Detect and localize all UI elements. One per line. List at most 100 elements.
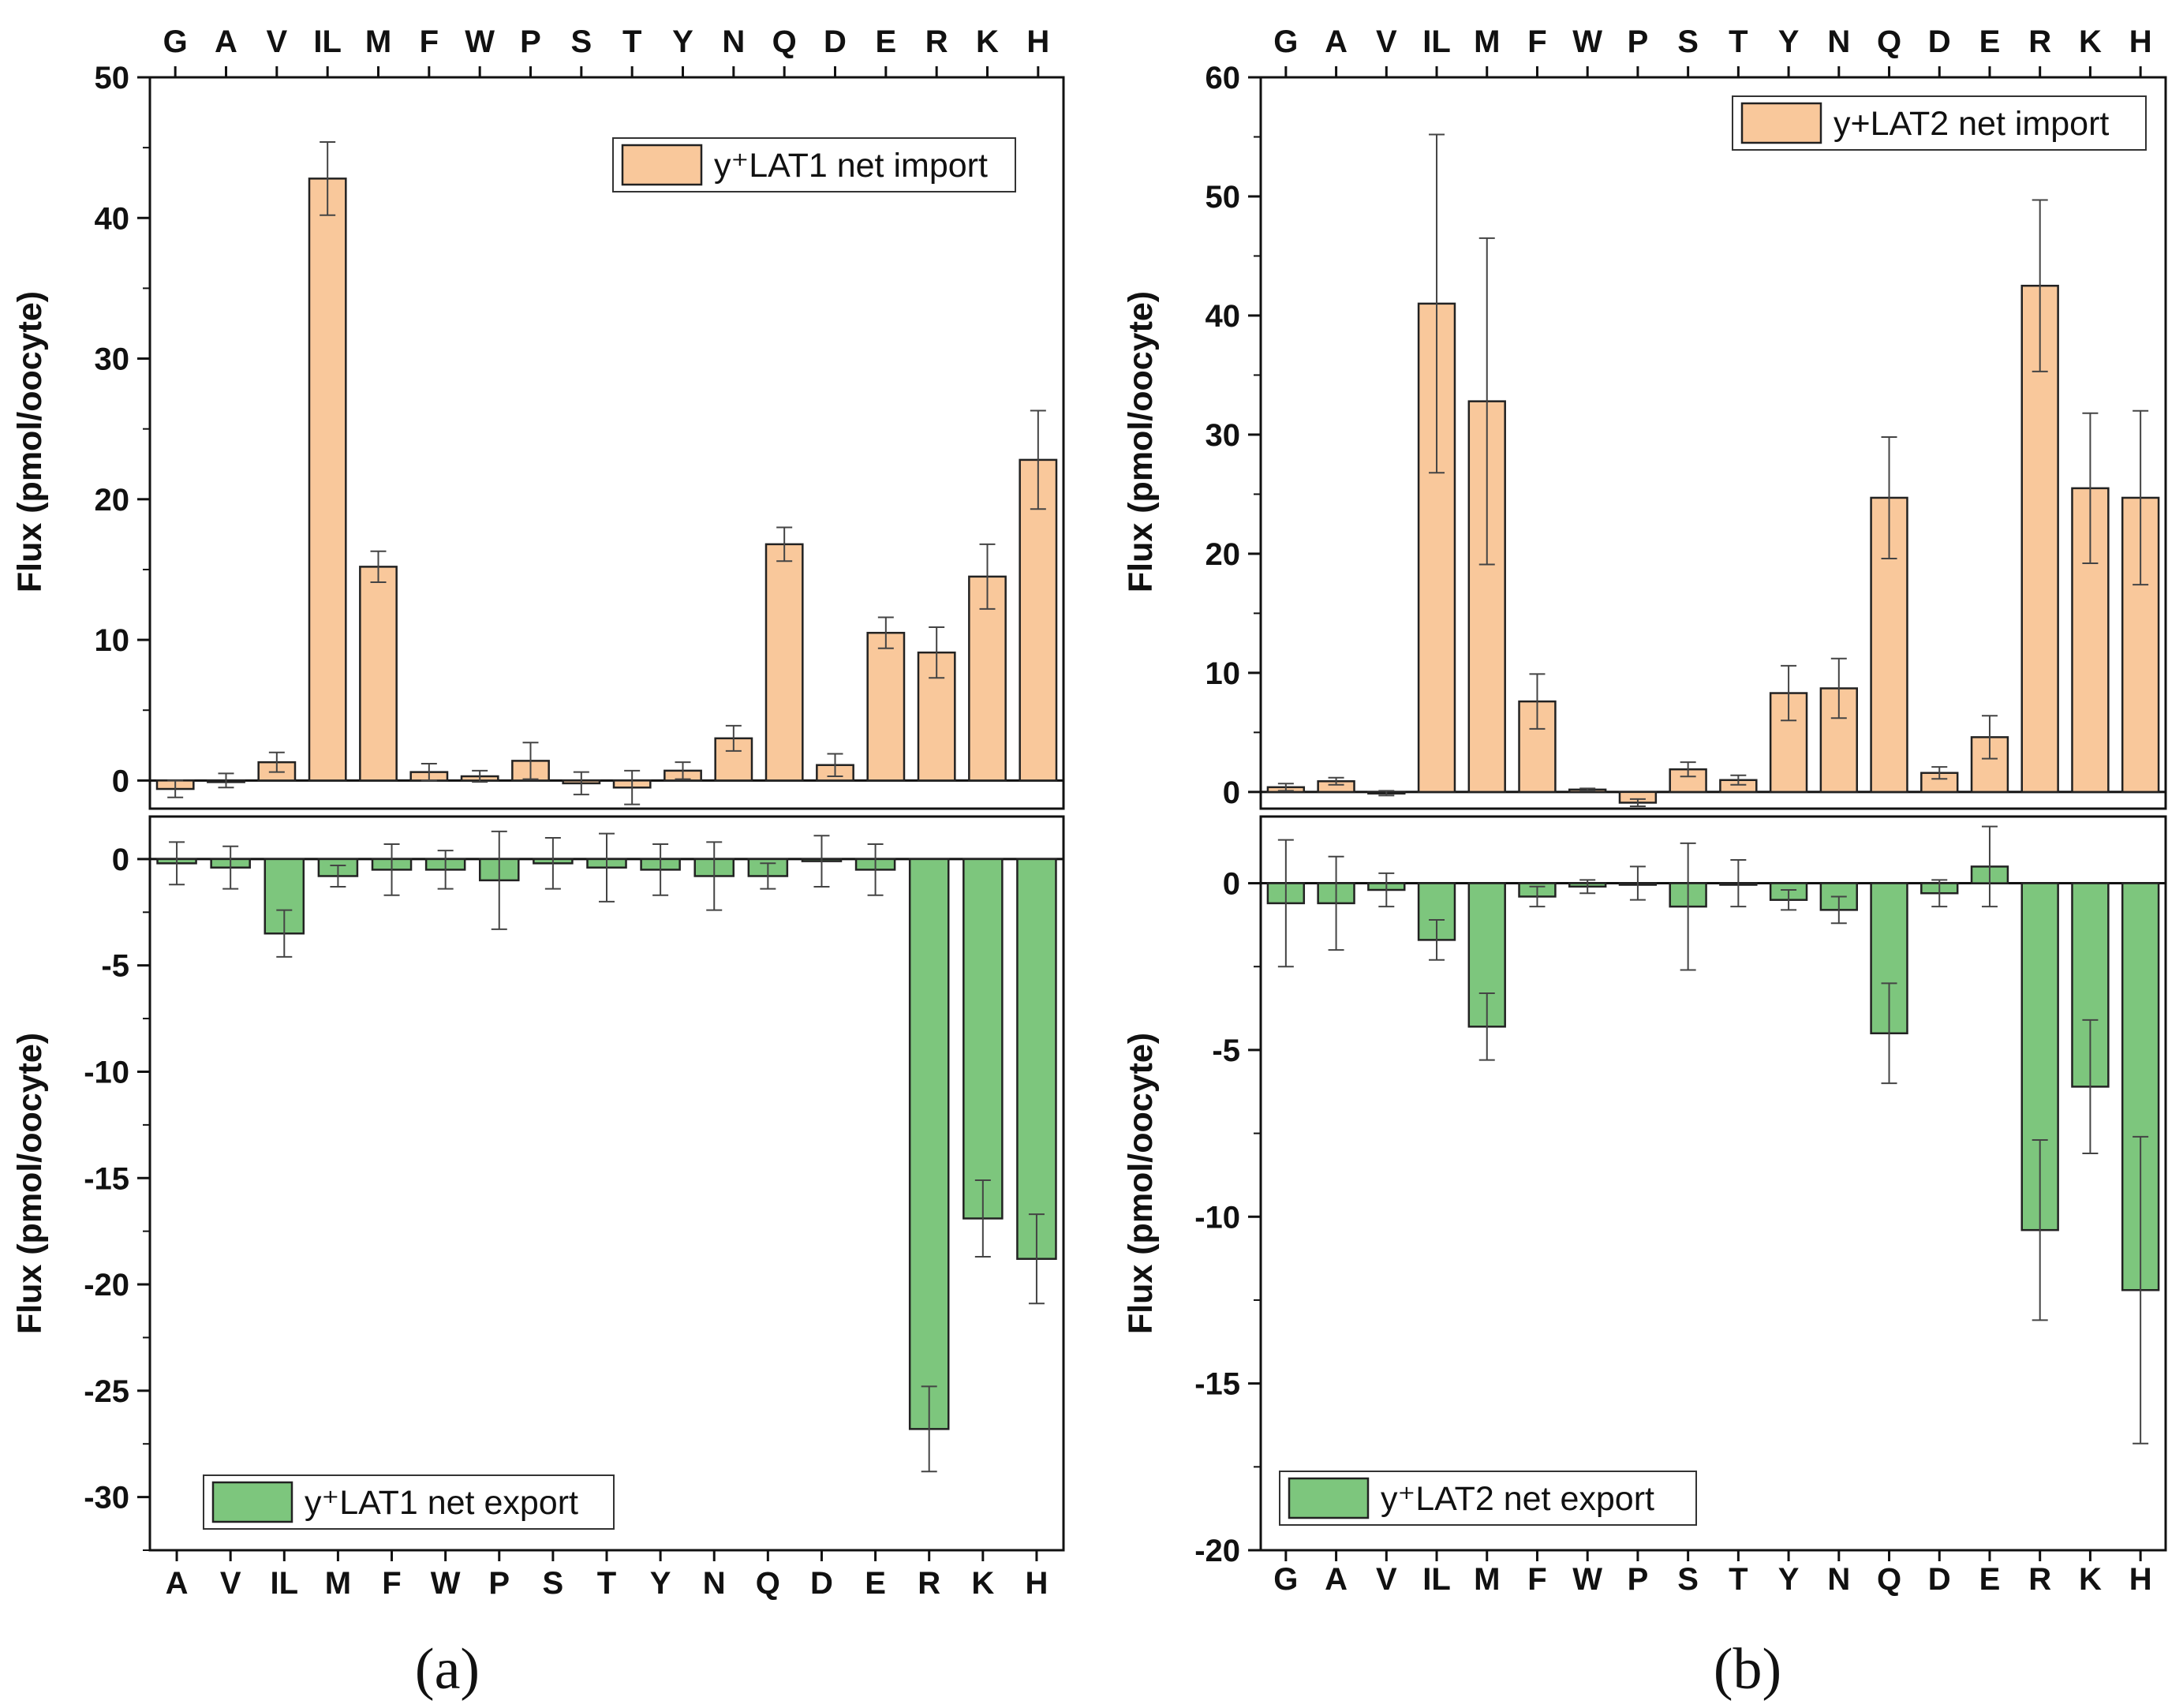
y-tick-label: -20	[1194, 1534, 1240, 1568]
chart-a-import: 0 10 20 30 40 50 Flux (pmol/oocyte) G A V IL M F W P S T…	[11, 24, 1065, 810]
x-tick-label: A	[215, 24, 237, 59]
legend-b-import: y+LAT2 net import	[1732, 95, 2147, 151]
y-tick-label: 0	[1223, 867, 1240, 902]
bar-e	[866, 631, 906, 782]
x-tick-label: M	[1474, 24, 1500, 59]
bar-h	[1016, 858, 1057, 1260]
x-tick-label: N	[1827, 1562, 1850, 1597]
legend-swatch	[1288, 1477, 1370, 1519]
x-tick-label: Q	[772, 24, 797, 59]
x-tick-label: G	[163, 24, 188, 59]
x-tick-label: A	[166, 1566, 189, 1601]
bar-k	[968, 575, 1007, 782]
x-tick-label: D	[824, 24, 847, 59]
bar-h	[1019, 458, 1058, 782]
legend-a-import: y⁺LAT1 net import	[612, 137, 1016, 192]
x-tick-label: W	[465, 24, 495, 59]
x-tick-label: F	[420, 24, 439, 59]
y-tick-label: 30	[1206, 418, 1241, 453]
x-tick-label: T	[1729, 1562, 1748, 1597]
x-tick-label: P	[520, 24, 541, 59]
x-tick-label: R	[2028, 1562, 2051, 1597]
y-tick-label: 0	[112, 843, 129, 877]
x-tick-label: S	[543, 1566, 564, 1601]
x-tick-label: P	[1628, 24, 1649, 59]
y-tick-label: 20	[1206, 537, 1241, 572]
x-tick-label: F	[1527, 1562, 1546, 1597]
legend-swatch	[621, 144, 703, 186]
x-tick-label: E	[1979, 1562, 2001, 1597]
plot-frame	[1259, 76, 2167, 810]
legend-swatch	[211, 1481, 293, 1523]
x-tick-label: S	[1677, 24, 1699, 59]
bar-il	[308, 178, 347, 782]
legend-swatch	[1740, 102, 1822, 144]
x-tick-label: T	[597, 1566, 616, 1601]
x-tick-label: W	[431, 1566, 461, 1601]
x-tick-label: R	[925, 24, 948, 59]
y-tick-label: 40	[95, 201, 130, 236]
y-tick-label: 50	[1206, 180, 1241, 215]
y-tick-label: -10	[1194, 1200, 1240, 1235]
y-tick-label: 50	[95, 61, 130, 95]
x-tick-label: N	[703, 1566, 726, 1601]
y-tick-label: -30	[84, 1481, 129, 1516]
y-tick-label: 40	[1206, 299, 1241, 334]
x-tick-label: W	[1572, 24, 1602, 59]
y-axis-title: Flux (pmol/oocyte)	[11, 291, 49, 592]
y-tick-label: -10	[84, 1055, 129, 1089]
x-tick-label: N	[722, 24, 745, 59]
y-axis-title: Flux (pmol/oocyte)	[1122, 291, 1160, 592]
x-tick-label: W	[1572, 1562, 1602, 1597]
x-tick-label: Q	[1877, 24, 1901, 59]
y-tick-label: -20	[84, 1268, 129, 1302]
x-tick-label: K	[976, 24, 999, 59]
x-tick-label: P	[1628, 1562, 1649, 1597]
x-tick-label: G	[1273, 1562, 1298, 1597]
y-tick-label: 10	[1206, 656, 1241, 691]
x-tick-label: M	[365, 24, 391, 59]
x-tick-label: D	[1928, 24, 1951, 59]
x-tick-label: H	[1026, 24, 1049, 59]
x-tick-label: H	[2129, 24, 2152, 59]
x-tick-label: IL	[271, 1566, 299, 1601]
x-tick-label: Y	[1778, 24, 1800, 59]
y-tick-label: 60	[1206, 61, 1241, 95]
y-axis-title: Flux (pmol/oocyte)	[11, 1033, 49, 1334]
legend-a-export: y⁺LAT1 net export	[203, 1474, 615, 1530]
chart-a-export: 0 -5 -10 -15 -20 -25 -30 Flux (pmol/oocyte) A V IL…	[11, 815, 1065, 1601]
x-tick-label: R	[918, 1566, 940, 1601]
x-tick-label: K	[2079, 24, 2102, 59]
x-tick-label: A	[1325, 24, 1348, 59]
plot-frame	[1259, 815, 2167, 1552]
y-tick-label: 20	[95, 483, 130, 518]
x-tick-label: T	[1729, 24, 1748, 59]
y-tick-label: 10	[95, 623, 130, 658]
legend-label: y⁺LAT1 net import	[714, 147, 988, 185]
bar-q	[764, 543, 804, 782]
bar-m	[359, 566, 398, 782]
x-tick-label: A	[1325, 1562, 1348, 1597]
x-tick-label: M	[1474, 1562, 1500, 1597]
y-tick-label: -15	[1194, 1367, 1240, 1402]
x-tick-label: Y	[672, 24, 693, 59]
panel-label-a: (a)	[415, 1637, 480, 1702]
y-axis-title: Flux (pmol/oocyte)	[1122, 1033, 1160, 1334]
x-tick-label: F	[1527, 24, 1546, 59]
x-tick-label: H	[2129, 1562, 2152, 1597]
legend-b-export: y⁺LAT2 net export	[1279, 1471, 1697, 1526]
x-tick-label: V	[1376, 1562, 1397, 1597]
x-tick-label: E	[1979, 24, 2001, 59]
x-tick-label: R	[2028, 24, 2051, 59]
x-tick-label: F	[382, 1566, 401, 1601]
bar-r	[908, 858, 950, 1430]
x-tick-label: V	[220, 1566, 241, 1601]
x-tick-label: T	[622, 24, 641, 59]
x-tick-label: D	[1928, 1562, 1951, 1597]
y-tick-label: -5	[101, 949, 129, 984]
x-tick-label: G	[1273, 24, 1298, 59]
x-tick-label: IL	[1422, 24, 1451, 59]
panel-label-b: (b)	[1714, 1637, 1781, 1702]
x-tick-label: IL	[1422, 1562, 1451, 1597]
x-tick-label: P	[488, 1566, 510, 1601]
